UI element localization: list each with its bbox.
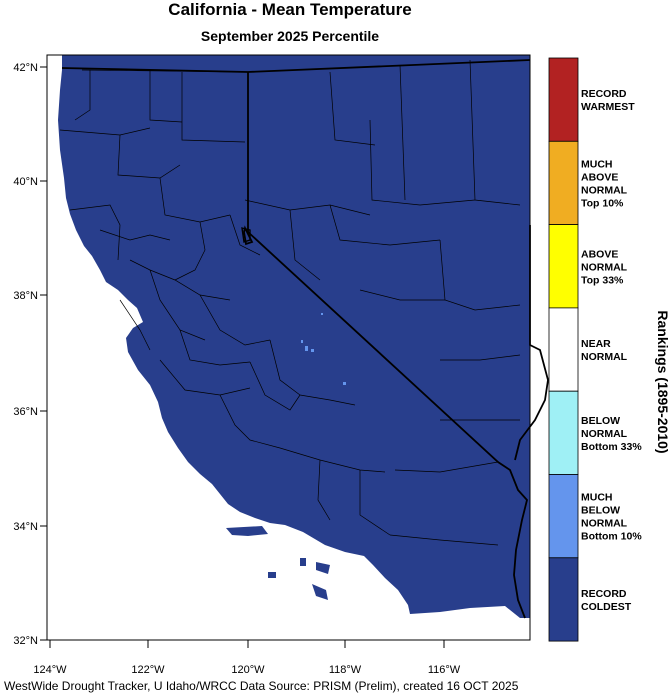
legend-label: ABOVE bbox=[581, 248, 618, 260]
lon-tick-label: 118°W bbox=[329, 664, 362, 676]
land-area bbox=[58, 55, 530, 618]
legend-label: MUCH bbox=[581, 492, 613, 504]
santa-cruz-island bbox=[226, 526, 268, 536]
legend-swatch bbox=[548, 140, 579, 226]
lon-tick-label: 116°W bbox=[428, 664, 461, 676]
legend-label: WARMEST bbox=[581, 101, 635, 113]
lat-tick-label: 32°N bbox=[13, 635, 38, 647]
legend-label: NORMAL bbox=[581, 351, 628, 363]
legend-label: RECORD bbox=[581, 588, 627, 600]
legend-label: NORMAL bbox=[581, 428, 628, 440]
lon-tick-label: 124°W bbox=[33, 664, 67, 676]
legend-label: NORMAL bbox=[581, 261, 628, 273]
legend-swatch bbox=[548, 57, 579, 142]
legend-label: RECORD bbox=[581, 88, 627, 100]
lat-tick-label: 42°N bbox=[13, 62, 38, 74]
legend-label: Top 33% bbox=[581, 274, 624, 286]
legend-swatch bbox=[548, 390, 579, 475]
state-borders bbox=[61, 59, 549, 619]
lake-tahoe bbox=[241, 227, 251, 243]
legend-label: COLDEST bbox=[581, 601, 632, 613]
footer-credit: WestWide Drought Tracker, U Idaho/WRCC D… bbox=[4, 679, 519, 693]
santa-catalina-island bbox=[316, 562, 330, 574]
legend-swatch bbox=[548, 224, 579, 309]
legend-label: MUCH bbox=[581, 158, 613, 170]
legend-label: Top 10% bbox=[581, 197, 624, 209]
lat-tick-label: 34°N bbox=[13, 521, 38, 533]
lat-tick-label: 36°N bbox=[13, 406, 38, 418]
legend-label: ABOVE bbox=[581, 171, 618, 183]
santa-catalina-west bbox=[300, 558, 306, 566]
map-border bbox=[46, 54, 531, 641]
legend-title: Rankings (1895-2010) bbox=[655, 310, 670, 453]
longitude-axis: 124°W 122°W 120°W 118°W 116°W bbox=[33, 640, 461, 676]
legend-label: NORMAL bbox=[581, 184, 628, 196]
below-normal-pixels bbox=[301, 313, 346, 385]
lat-tick-label: 38°N bbox=[13, 290, 38, 302]
lat-tick-label: 40°N bbox=[13, 176, 38, 188]
legend-swatch bbox=[548, 557, 579, 642]
legend-label: Bottom 33% bbox=[581, 441, 642, 453]
legend-label: NORMAL bbox=[581, 518, 628, 530]
lon-tick-label: 120°W bbox=[231, 664, 265, 676]
san-clemente-island bbox=[312, 584, 328, 600]
legend-label: BELOW bbox=[581, 505, 620, 517]
santa-barbara-island bbox=[268, 572, 276, 578]
latitude-axis: 42°N 40°N 38°N 36°N 34°N 32°N bbox=[13, 62, 47, 647]
legend-label: Bottom 10% bbox=[581, 531, 642, 543]
legend-swatch bbox=[548, 307, 579, 392]
county-boundaries bbox=[59, 59, 521, 546]
legend-label: NEAR bbox=[581, 338, 611, 350]
lon-tick-label: 122°W bbox=[131, 664, 165, 676]
map-title: California - Mean Temperature bbox=[168, 0, 412, 19]
map-subtitle: September 2025 Percentile bbox=[200, 28, 380, 44]
legend-label: BELOW bbox=[581, 415, 620, 427]
legend-swatch bbox=[548, 474, 579, 559]
